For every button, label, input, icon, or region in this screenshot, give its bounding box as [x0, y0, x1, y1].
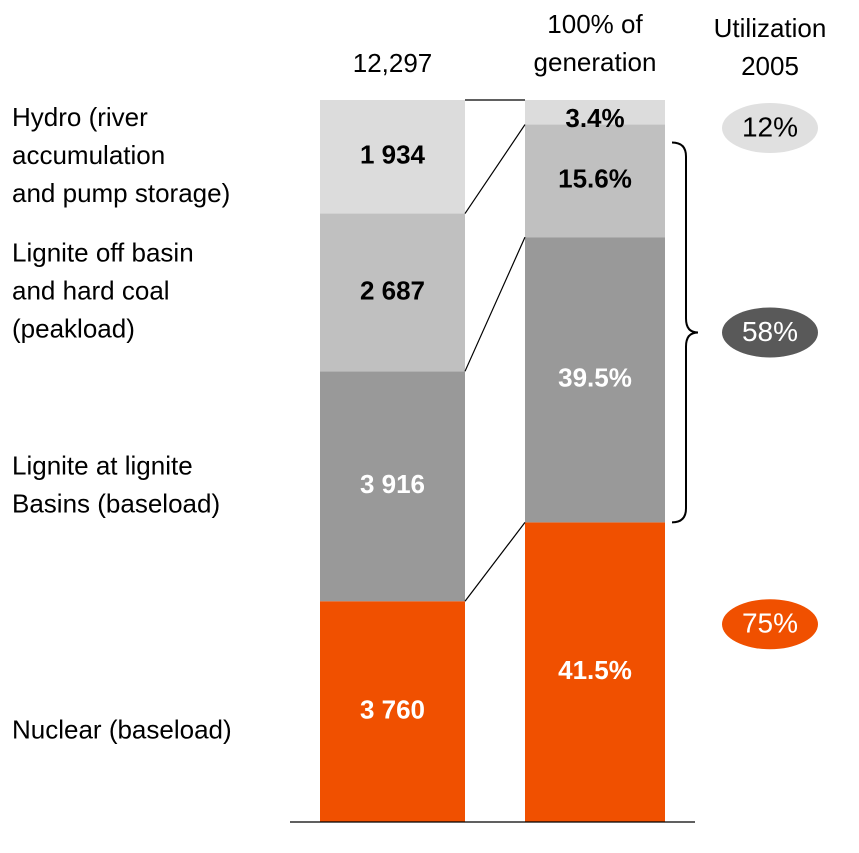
bar-segment — [320, 100, 465, 214]
series-label: Lignite at lignite Basins (baseload) — [12, 450, 220, 518]
connector — [464, 124, 526, 214]
value-label: 15.6% — [558, 164, 632, 194]
series-label: Hydro (river accumulation and pump storage… — [12, 102, 230, 208]
connector — [464, 522, 526, 602]
bar-segment — [525, 522, 665, 822]
category-label: 12,297 — [353, 48, 433, 78]
utilization-label: 75% — [742, 608, 798, 639]
bar-segment — [320, 601, 465, 822]
utilization-badge — [722, 103, 818, 153]
utilization-title: Utilization 2005 — [714, 13, 827, 81]
value-label: 41.5% — [558, 655, 632, 685]
category-label: 100% of generation — [534, 9, 657, 77]
series-label: Nuclear (baseload) — [12, 714, 232, 744]
bar-segment — [525, 124, 665, 238]
value-label: 39.5% — [558, 363, 632, 393]
bar-segment — [320, 371, 465, 602]
series-label: Lignite off basin and hard coal (peakload) — [12, 237, 194, 343]
value-label: 1 934 — [360, 140, 426, 170]
value-label: 3 760 — [360, 694, 425, 724]
connector — [464, 236, 526, 372]
utilization-badge — [722, 599, 818, 650]
utilization-label: 58% — [742, 316, 798, 347]
bar-segment — [320, 213, 465, 372]
value-label: 3 916 — [360, 469, 425, 499]
brace — [671, 141, 699, 524]
bar-segment — [525, 237, 665, 523]
utilization-badge — [722, 307, 818, 358]
bar-segment — [525, 100, 665, 125]
value-label: 3.4% — [565, 103, 624, 133]
value-label: 2 687 — [360, 275, 425, 305]
utilization-label: 12% — [742, 111, 798, 142]
